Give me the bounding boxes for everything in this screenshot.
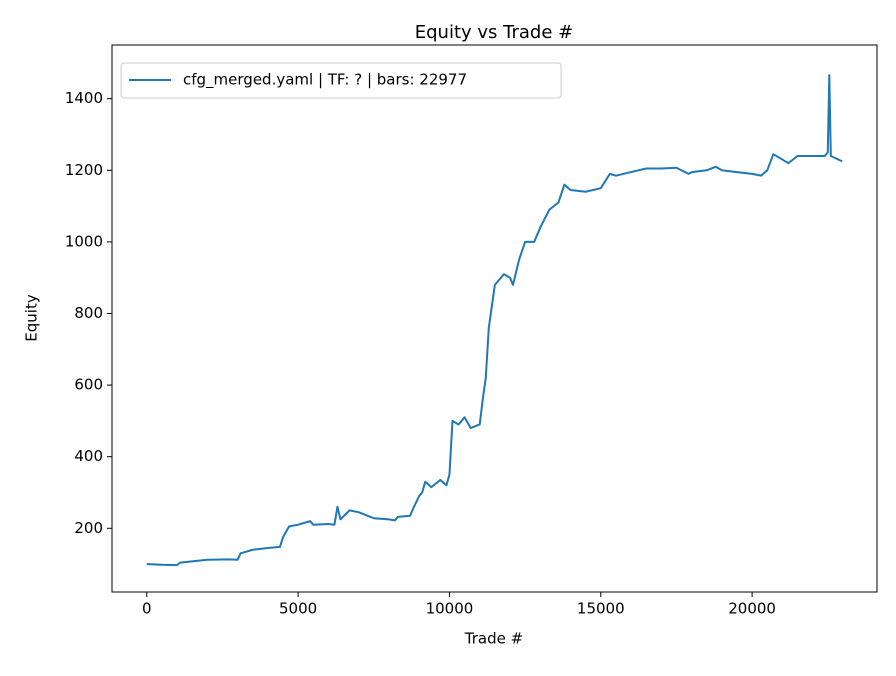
y-tick-label: 1400 [65,89,103,107]
y-tick-label: 200 [74,519,103,537]
legend-box [120,62,562,99]
x-tick-label: 10000 [426,600,474,618]
line-series [146,74,843,567]
chart-title: Equity vs Trade # [415,22,573,43]
legend-label: cfg_merged.yaml | TF: ? | bars: 22977 [183,71,467,90]
y-tick-label: 600 [74,376,103,394]
x-axis-label: Trade # [464,630,523,648]
x-tick-label: 5000 [279,600,317,618]
y-tick-label: 1200 [65,161,103,179]
x-tick-label: 0 [142,600,152,618]
plot-frame [111,44,878,593]
y-tick-label: 1000 [65,232,103,250]
x-tick-label: 15000 [577,600,625,618]
x-tick-label: 20000 [728,600,776,618]
y-axis-label: Equity [23,294,41,342]
y-tick-label: 800 [74,304,103,322]
y-tick-label: 400 [74,447,103,465]
